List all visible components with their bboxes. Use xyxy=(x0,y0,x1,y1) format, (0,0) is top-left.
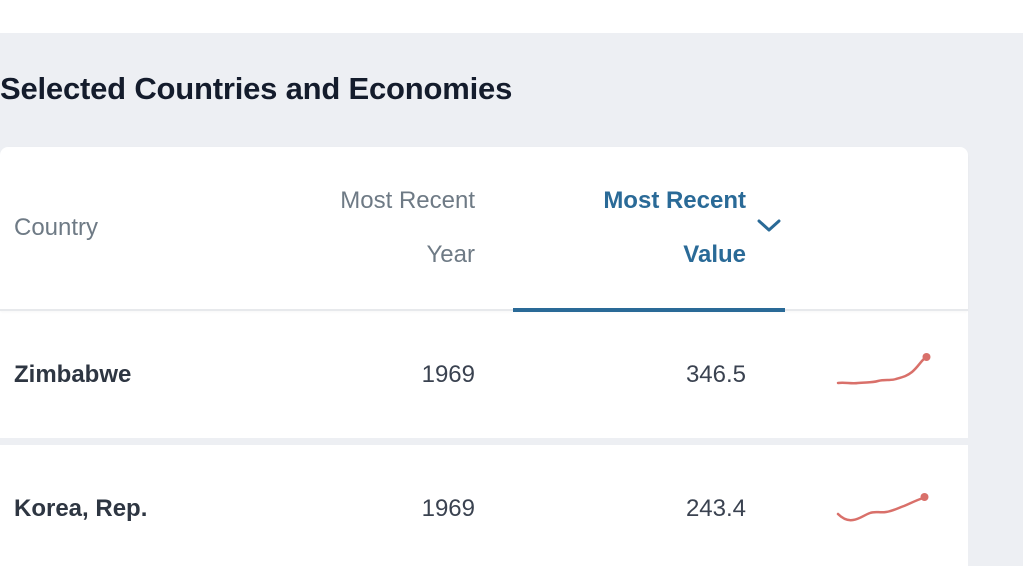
table-header-row: Country Most Recent Year Most Recent Val… xyxy=(0,147,968,312)
sparkline-cell xyxy=(746,484,968,534)
column-header-country[interactable]: Country xyxy=(14,214,99,241)
sparkline-cell xyxy=(746,350,968,400)
country-name[interactable]: Zimbabwe xyxy=(14,360,132,388)
year-header-line1: Most Recent xyxy=(340,187,475,214)
column-header-most-recent-value[interactable]: Most Recent Value xyxy=(475,174,781,282)
page-title: Selected Countries and Economies xyxy=(0,71,513,106)
trend-sparkline-icon xyxy=(836,352,931,385)
chevron-down-icon[interactable] xyxy=(756,218,782,234)
value-header-line2: Value xyxy=(683,241,746,268)
column-header-most-recent-year[interactable]: Most Recent Year xyxy=(260,174,475,282)
countries-table-card: Country Most Recent Year Most Recent Val… xyxy=(0,147,968,566)
sparkline-endpoint-dot xyxy=(920,492,929,501)
top-white-strip xyxy=(0,0,1023,33)
table-row[interactable]: Zimbabwe 1969 346.5 xyxy=(0,311,968,438)
table-row[interactable]: Korea, Rep. 1969 243.4 xyxy=(0,445,968,566)
most-recent-year-cell: 1969 xyxy=(421,494,475,522)
year-header-line2: Year xyxy=(426,241,476,268)
trend-sparkline-icon xyxy=(836,492,929,521)
most-recent-year-cell: 1969 xyxy=(421,360,475,388)
most-recent-value-cell: 243.4 xyxy=(685,494,746,522)
active-sort-underline xyxy=(513,308,785,312)
country-name[interactable]: Korea, Rep. xyxy=(14,494,148,522)
sparkline-endpoint-dot xyxy=(922,352,931,361)
value-header-line1: Most Recent xyxy=(603,187,746,214)
most-recent-value-cell: 346.5 xyxy=(685,360,746,388)
